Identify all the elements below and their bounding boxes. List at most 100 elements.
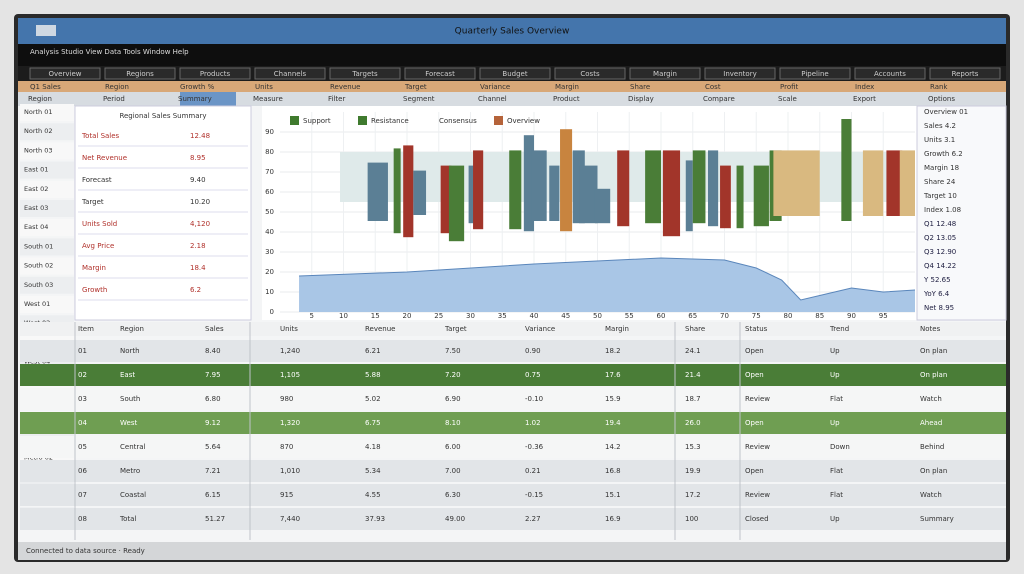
right-item[interactable]: Overview 01: [924, 108, 968, 116]
list-item[interactable]: East 01: [24, 166, 48, 174]
list-row[interactable]: [20, 296, 74, 313]
header-label[interactable]: Segment: [403, 95, 435, 103]
legend-label[interactable]: Support: [303, 117, 331, 125]
tab-label[interactable]: Costs: [580, 70, 600, 78]
range-bar[interactable]: [403, 145, 414, 238]
table-row[interactable]: [20, 412, 1006, 434]
column-header[interactable]: Status: [745, 325, 768, 333]
right-item[interactable]: Q3 12.90: [924, 248, 956, 256]
range-bar[interactable]: [862, 150, 884, 216]
legend-label[interactable]: Resistance: [371, 117, 409, 125]
tab-label[interactable]: Channels: [274, 70, 307, 78]
range-bar[interactable]: [367, 162, 388, 221]
menu-text[interactable]: Analysis Studio View Data Tools Window H…: [30, 48, 189, 56]
tab-label[interactable]: Forecast: [425, 70, 455, 78]
range-bar[interactable]: [440, 165, 452, 234]
tab[interactable]: [779, 67, 851, 80]
tab[interactable]: [629, 67, 701, 80]
column-header[interactable]: Revenue: [365, 325, 396, 333]
range-bar[interactable]: [736, 165, 744, 229]
range-bar[interactable]: [579, 165, 598, 224]
range-bar[interactable]: [692, 150, 706, 224]
list-item[interactable]: East 03: [24, 204, 48, 212]
header-label[interactable]: Period: [103, 95, 125, 103]
tab[interactable]: [404, 67, 476, 80]
tab-label[interactable]: Overview: [49, 70, 82, 78]
tab[interactable]: [854, 67, 926, 80]
app-icon[interactable]: [36, 25, 56, 36]
list-row[interactable]: [20, 104, 74, 121]
range-bar[interactable]: [773, 150, 820, 216]
list-item[interactable]: North 03: [24, 146, 53, 154]
range-bar[interactable]: [531, 150, 547, 221]
range-bar[interactable]: [594, 188, 611, 224]
column-header[interactable]: Units: [280, 325, 298, 333]
range-bar[interactable]: [645, 150, 661, 224]
tab[interactable]: [929, 67, 1001, 80]
range-bar[interactable]: [468, 165, 477, 224]
list-row[interactable]: [20, 123, 74, 141]
header-label[interactable]: Display: [628, 95, 654, 103]
column-header[interactable]: Notes: [920, 325, 941, 333]
list-item[interactable]: South 02: [24, 262, 53, 270]
table-row[interactable]: [20, 460, 1006, 482]
range-bar[interactable]: [685, 160, 693, 232]
range-bar[interactable]: [886, 150, 903, 216]
range-bar[interactable]: [662, 150, 681, 237]
header-label[interactable]: Region: [28, 95, 52, 103]
legend-label[interactable]: Consensus: [439, 117, 477, 125]
table-row[interactable]: [20, 484, 1006, 506]
right-item[interactable]: Share 24: [924, 178, 956, 186]
range-bar[interactable]: [841, 119, 852, 221]
list-row[interactable]: [20, 200, 74, 217]
header-label[interactable]: Export: [853, 95, 876, 103]
list-row[interactable]: [20, 219, 74, 237]
right-item[interactable]: Q1 12.48: [924, 220, 956, 228]
header-label[interactable]: Scale: [778, 95, 797, 103]
right-item[interactable]: Net 8.95: [924, 304, 954, 312]
right-item[interactable]: YoY 6.4: [923, 290, 950, 298]
tab[interactable]: [29, 67, 101, 80]
column-header[interactable]: Sales: [205, 325, 224, 333]
tab-label[interactable]: Regions: [126, 70, 154, 78]
tab-label[interactable]: Products: [200, 70, 231, 78]
list-row[interactable]: [20, 161, 74, 179]
column-header[interactable]: Variance: [525, 325, 555, 333]
list-row[interactable]: [20, 276, 74, 294]
range-bar[interactable]: [523, 135, 534, 232]
list-row[interactable]: [20, 238, 74, 256]
column-header[interactable]: Trend: [829, 325, 849, 333]
header-label[interactable]: Summary: [178, 95, 212, 103]
header-label[interactable]: Options: [928, 95, 955, 103]
column-header[interactable]: Share: [685, 325, 705, 333]
table-row[interactable]: [20, 364, 1006, 386]
tab-label[interactable]: Budget: [502, 70, 527, 78]
column-header[interactable]: Margin: [605, 325, 629, 333]
list-item[interactable]: South 03: [24, 281, 53, 289]
tab-label[interactable]: Inventory: [723, 70, 756, 78]
header-label[interactable]: Product: [553, 95, 580, 103]
range-bar[interactable]: [617, 150, 630, 227]
tab[interactable]: [479, 67, 551, 80]
range-bar[interactable]: [720, 165, 731, 229]
list-item[interactable]: East 04: [24, 223, 48, 231]
tab-label[interactable]: Accounts: [874, 70, 906, 78]
header-label[interactable]: Measure: [253, 95, 283, 103]
table-row[interactable]: [20, 436, 1006, 458]
list-item[interactable]: South 01: [24, 242, 53, 250]
table-row[interactable]: [20, 388, 1006, 410]
column-header[interactable]: Target: [444, 325, 467, 333]
right-item[interactable]: Q2 13.05: [924, 234, 956, 242]
range-bar[interactable]: [448, 165, 465, 242]
tab[interactable]: [104, 67, 176, 80]
list-item[interactable]: West 01: [24, 300, 50, 308]
right-item[interactable]: Y 52.65: [923, 276, 951, 284]
tab-label[interactable]: Targets: [351, 70, 378, 78]
range-bar[interactable]: [413, 170, 427, 215]
range-bar[interactable]: [753, 165, 769, 227]
list-row[interactable]: [20, 257, 74, 275]
table-row[interactable]: [20, 340, 1006, 362]
tab[interactable]: [254, 67, 326, 80]
range-bar[interactable]: [549, 165, 560, 221]
header-label[interactable]: Channel: [478, 95, 507, 103]
